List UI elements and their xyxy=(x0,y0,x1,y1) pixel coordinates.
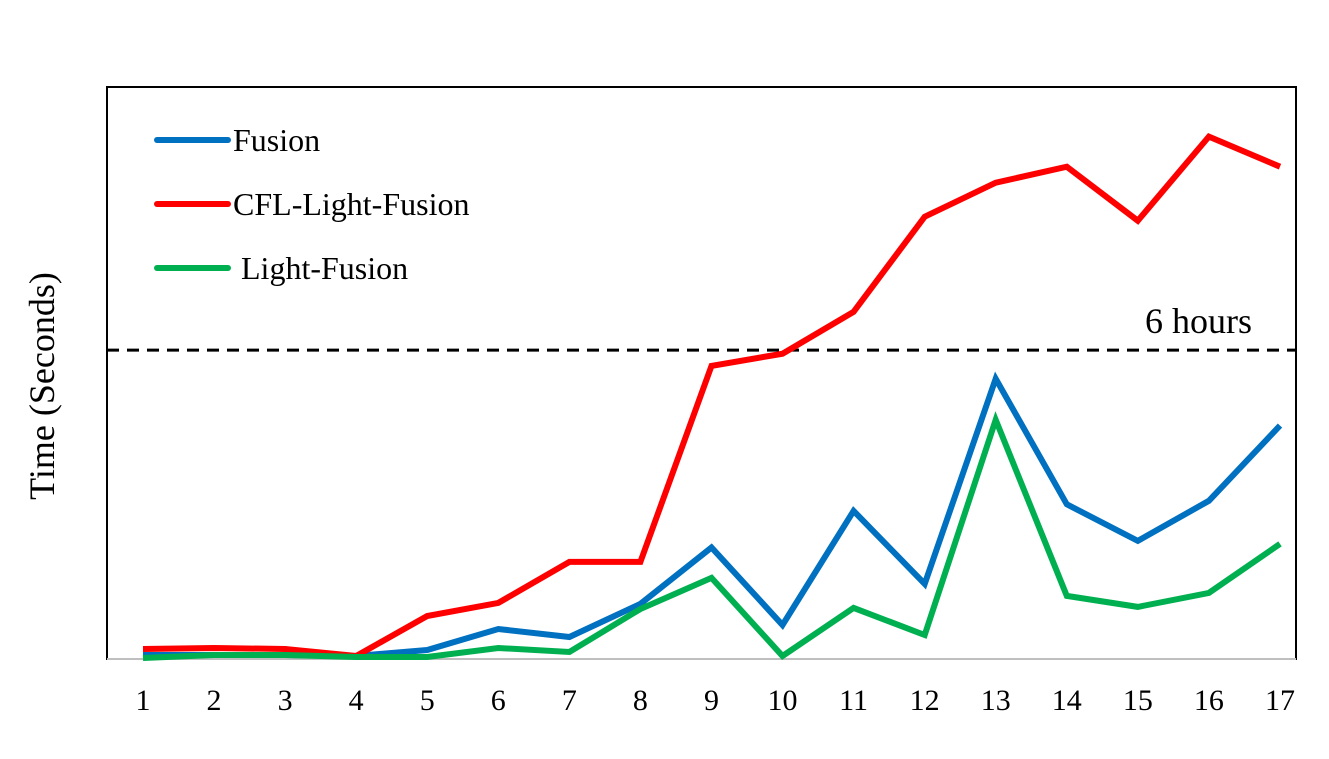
x-tick-label: 2 xyxy=(207,684,222,717)
x-tick-label: 15 xyxy=(1123,684,1153,717)
x-tick-label: 5 xyxy=(420,684,435,717)
legend: Fusion CFL-Light-Fusion Light-Fusion xyxy=(154,122,469,286)
x-tick-label: 9 xyxy=(704,684,719,717)
reference-lines: 6 hours xyxy=(107,301,1296,352)
x-tick-label: 4 xyxy=(349,684,364,717)
series-line-0 xyxy=(143,371,1283,660)
x-tick-label: 7 xyxy=(562,684,577,717)
x-tick-label: 12 xyxy=(910,684,940,717)
x-tick-label: 6 xyxy=(491,684,506,717)
legend-label-0: Fusion xyxy=(233,122,320,158)
y-axis-label: Time (Seconds) xyxy=(22,272,62,500)
x-tick-label: 3 xyxy=(278,684,293,717)
reference-line-label: 6 hours xyxy=(1145,301,1252,341)
series-lines xyxy=(142,132,1283,661)
x-tick-label: 10 xyxy=(768,684,798,717)
x-tick-label: 1 xyxy=(136,684,151,717)
x-tick-label: 13 xyxy=(981,684,1011,717)
x-tick-label: 8 xyxy=(633,684,648,717)
legend-label-2: Light-Fusion xyxy=(233,250,408,286)
series-line-2 xyxy=(142,411,1282,661)
plot-frame xyxy=(106,86,1297,660)
x-tick-label: 11 xyxy=(839,684,868,717)
x-tick-label: 17 xyxy=(1265,684,1295,717)
x-tick-labels: 1 2 3 4 5 6 7 8 9 10 11 12 13 14 15 16 17 xyxy=(136,684,1295,717)
x-tick-label: 14 xyxy=(1052,684,1082,717)
x-tick-label: 16 xyxy=(1194,684,1224,717)
legend-label-1: CFL-Light-Fusion xyxy=(233,186,469,222)
